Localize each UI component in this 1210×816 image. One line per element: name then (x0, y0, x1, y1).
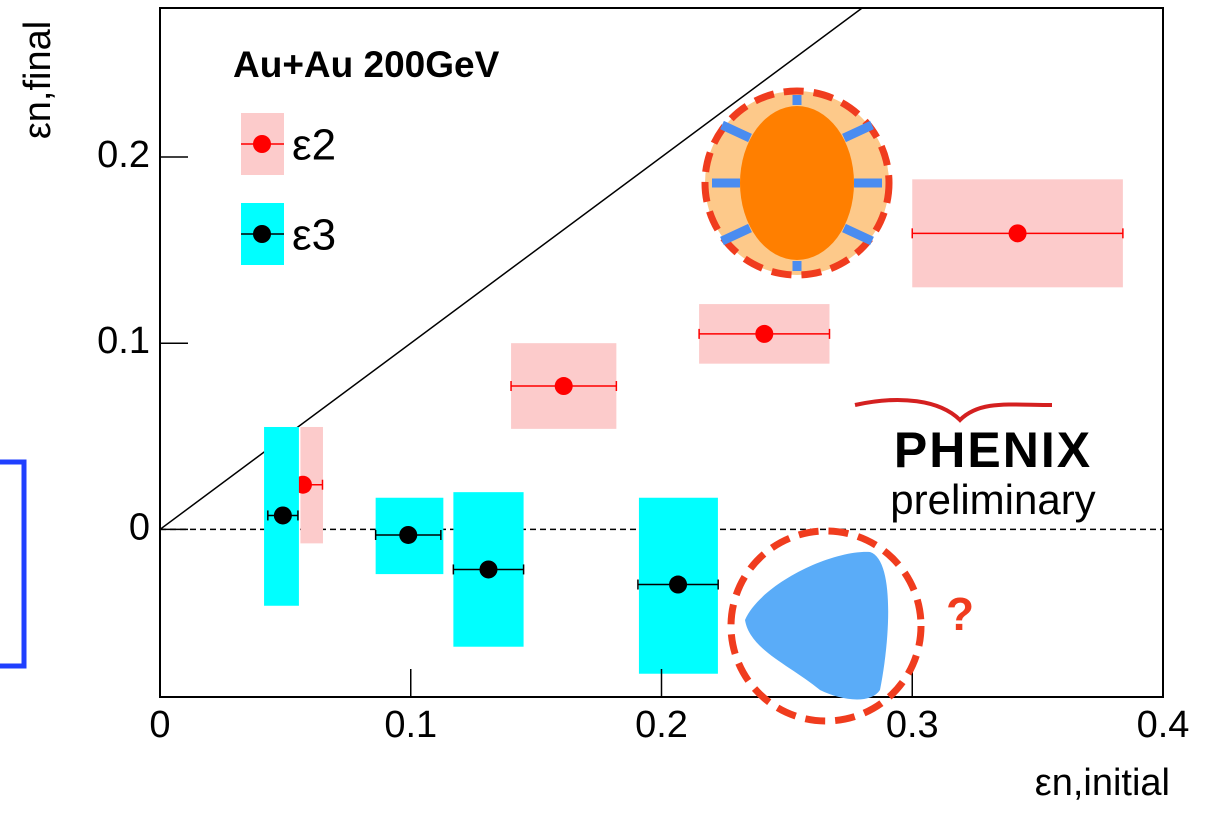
point (1008, 224, 1027, 243)
status: preliminary (890, 476, 1095, 523)
point (273, 506, 292, 525)
x-axis-label: εn,initial (1035, 762, 1170, 804)
logo: PHENIX (894, 422, 1092, 478)
plot-area (160, 8, 1163, 674)
point (399, 525, 418, 544)
point (755, 324, 774, 343)
point (669, 575, 688, 594)
y-tick-label: 0.1 (97, 320, 150, 362)
x-tick-label: 0.4 (1137, 704, 1190, 746)
legend-label: ε2 (292, 121, 336, 170)
x-tick-label: 0.1 (384, 704, 437, 746)
logo-arc (854, 398, 1053, 423)
annotation: ? (946, 588, 974, 640)
elliptic-cartoon (701, 87, 893, 279)
legend-marker (253, 225, 271, 243)
x-tick-label: 0.2 (635, 704, 688, 746)
legend-marker (253, 135, 271, 153)
point (479, 560, 498, 579)
y-axis-label: εn,final (17, 21, 59, 139)
x-tick-label: 0 (149, 704, 170, 746)
overlay: 0 0.1 0.2 0.3 0.4 0 0.1 0.2 ε2 ε3 (97, 7, 1190, 746)
y-tick-label: 0.2 (97, 134, 150, 176)
legend-label: ε3 (292, 211, 336, 260)
y-tick-label: 0 (129, 506, 150, 548)
chart-title: Au+Au 200GeV (233, 44, 500, 85)
point (554, 377, 573, 396)
plot-frame (159, 7, 1164, 698)
x-tick-label: 0.3 (886, 704, 939, 746)
triangular-cartoon (727, 527, 925, 725)
cut-box (0, 459, 27, 669)
